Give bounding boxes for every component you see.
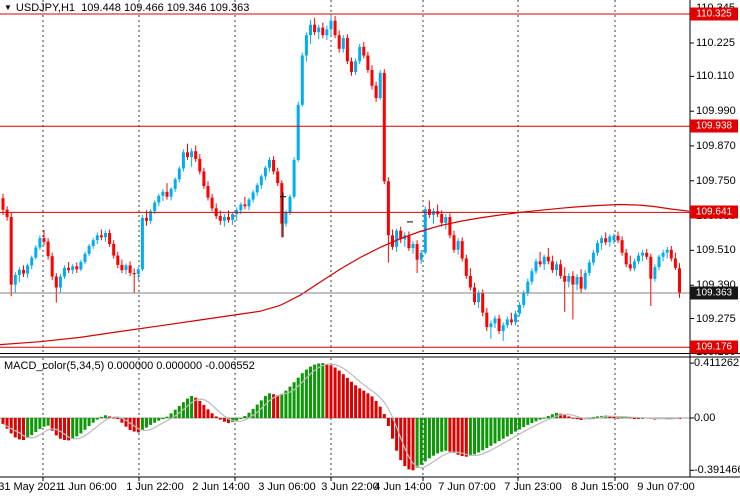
price-tick-label: 109.990: [696, 105, 736, 118]
symbol-timeframe: USDJPY,H1: [15, 2, 76, 14]
time-label: 8 Jun 15:00: [571, 481, 629, 493]
macd-tick-label: -0.391466: [694, 464, 740, 477]
current-price-badge: 109.363: [690, 286, 738, 300]
time-label: 3 Jun 22:00: [321, 481, 379, 493]
time-label: 3 Jun 06:00: [258, 481, 316, 493]
price-level-badge: 109.938: [690, 119, 738, 133]
price-tick-label: 109.510: [696, 244, 736, 257]
price-tick-label: 109.275: [696, 312, 736, 325]
time-label: 1 Jun 06:00: [59, 481, 117, 493]
time-label: 1 Jun 22:00: [126, 481, 184, 493]
price-level-badge: 110.325: [690, 7, 738, 21]
symbol-quote-label: ▼ USDJPY,H1 109.448 109.466 109.346 109.3…: [4, 2, 249, 14]
price-tick-label: 110.225: [696, 37, 735, 49]
time-label: 7 Jun 23:00: [504, 481, 562, 493]
indicator-label: MACD_color(5,34,5) 0.000000 0.000000 -0.…: [4, 360, 255, 372]
indicator-name: MACD_color(5,34,5): [4, 360, 105, 372]
macd-tick-label: 0.00: [694, 412, 716, 424]
time-label: 9 Jun 07:00: [637, 481, 695, 493]
time-label: 2 Jun 14:00: [192, 481, 250, 493]
time-label: 31 May 2021: [0, 481, 62, 493]
price-tick-label: 110.110: [696, 70, 735, 83]
indicator-values: 0.000000 0.000000 -0.006552: [107, 360, 255, 372]
chevron-down-icon[interactable]: ▼: [4, 3, 12, 12]
macd-tick-label: 0.411262: [694, 357, 740, 370]
time-label: 7 Jun 07:00: [438, 481, 496, 493]
price-level-badge: 109.176: [690, 340, 738, 354]
price-tick-label: 109.870: [696, 139, 736, 152]
price-level-badge: 109.641: [690, 205, 738, 219]
price-tick-label: 109.750: [696, 174, 736, 187]
ohlc-quotes: 109.448 109.466 109.346 109.363: [81, 2, 250, 14]
time-label: 4 Jun 14:00: [374, 481, 432, 493]
